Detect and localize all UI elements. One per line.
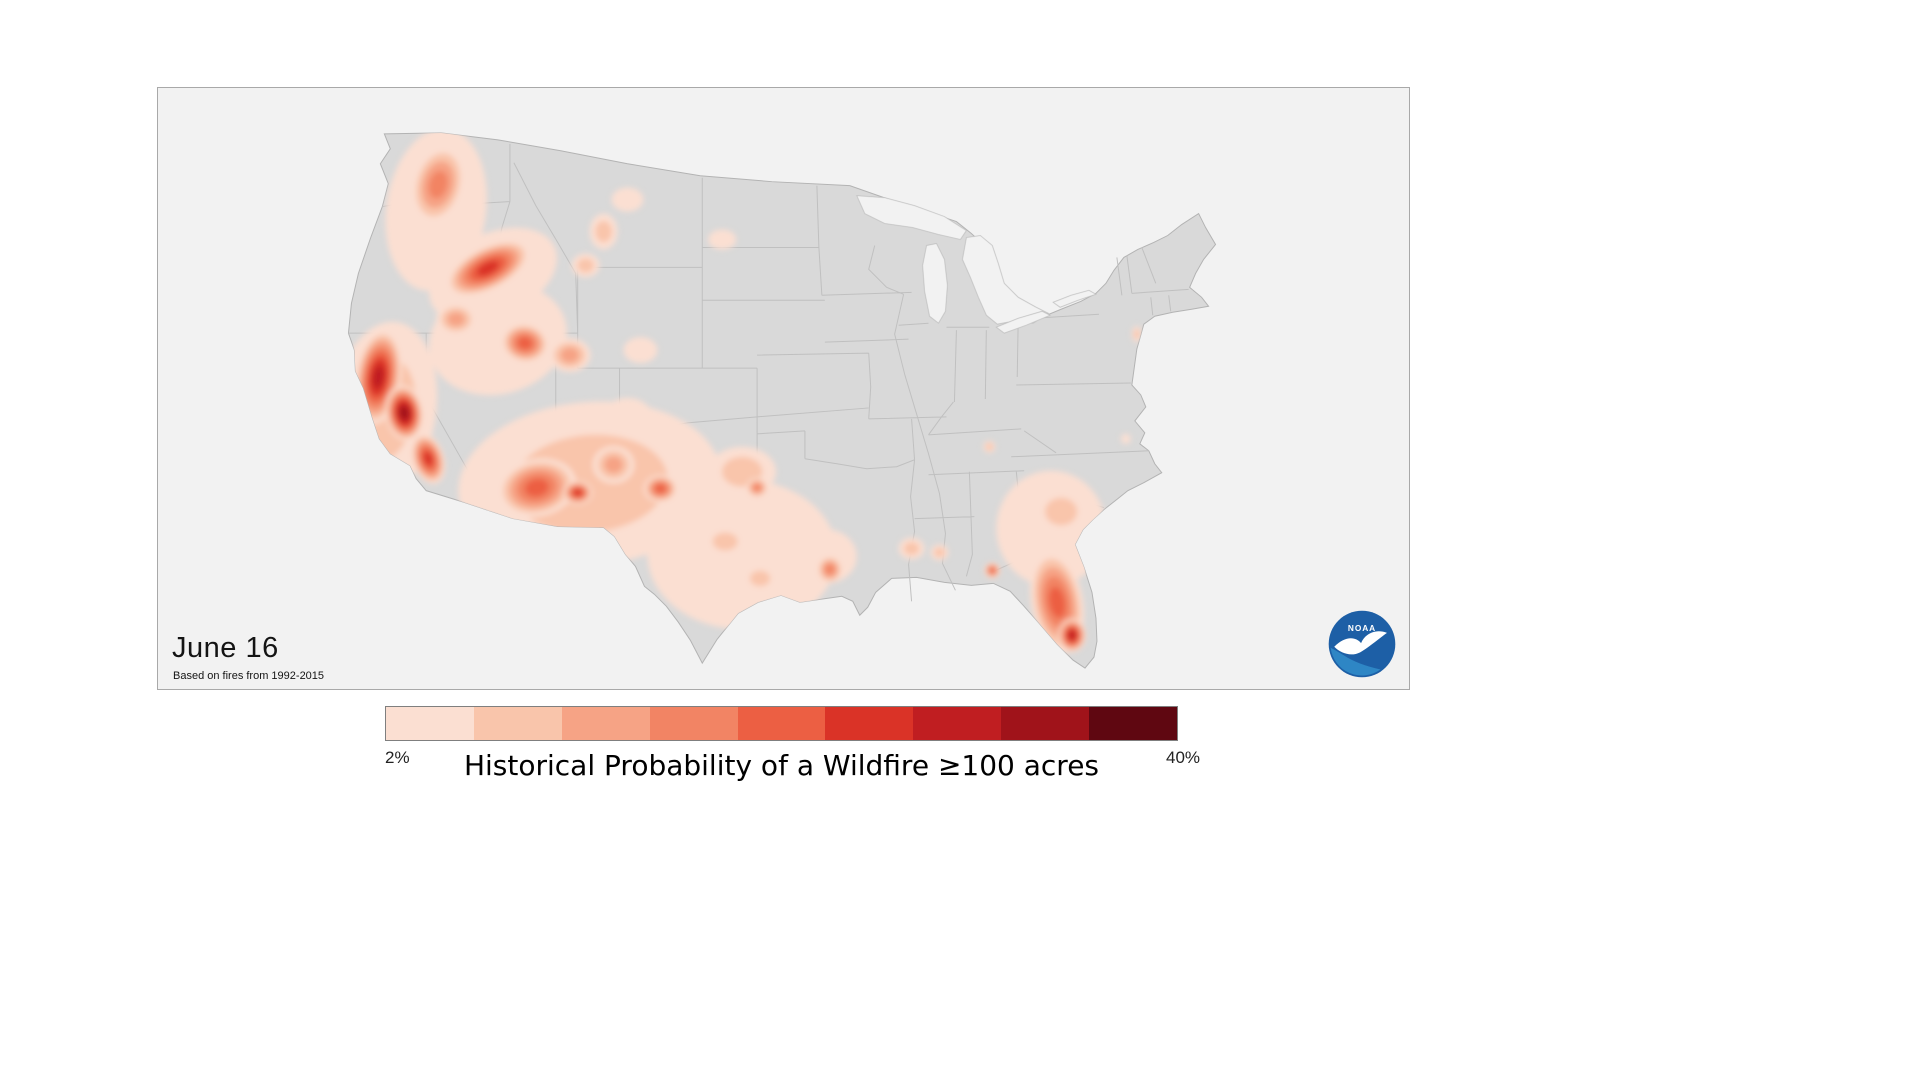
hotspot-florida-panhandle-dot — [984, 562, 1001, 579]
hotspot-arizona — [497, 458, 577, 518]
hotspot-montana-faint — [611, 187, 644, 212]
hotspot-southern-california — [411, 433, 446, 484]
source-note: Based on fires from 1992-2015 — [173, 670, 325, 682]
hotspot-louisiana — [816, 555, 843, 584]
hotspot-new-mexico-spot — [592, 445, 635, 484]
legend-color-step — [473, 707, 562, 740]
hotspot-arizona-newmexico-core — [562, 480, 593, 505]
legend-color-step — [825, 707, 914, 740]
legend-max-label: 40% — [1166, 748, 1201, 767]
hotspot-carolina-dot — [1120, 433, 1131, 444]
lake-erie — [995, 310, 1052, 334]
hotspot-idaho-spot — [589, 213, 618, 250]
us-probability-map — [347, 132, 1217, 669]
legend-color-step — [1089, 707, 1178, 740]
legend-color-step — [913, 707, 1002, 740]
hotspot-texas-hill-country — [704, 526, 747, 557]
legend-color-step — [737, 707, 826, 740]
hotspot-oklahoma-core — [746, 477, 769, 498]
hotspot-new-jersey-dot — [1131, 326, 1142, 343]
map-panel: June 16 Based on fires from 1992-2015 NO… — [157, 87, 1410, 690]
hotspot-florida-core — [1058, 618, 1086, 653]
hotspot-georgia — [1034, 488, 1088, 535]
date-label: June 16 — [172, 632, 279, 664]
legend-min-label: 2% — [385, 748, 410, 767]
noaa-logo-text: NOAA — [1348, 623, 1376, 633]
hotspot-sierra-nevada — [385, 385, 424, 441]
hotspot-washington-cascades — [411, 145, 466, 224]
lake-ontario — [1052, 289, 1097, 308]
hotspot-west-texas — [643, 474, 678, 503]
hotspot-nw-nevada — [436, 303, 477, 336]
lake-superior — [856, 195, 967, 240]
hotspot-se-oregon-idaho — [445, 239, 531, 297]
legend-color-step — [1001, 707, 1090, 740]
hotspot-utah — [548, 338, 591, 373]
noaa-logo-sea — [1330, 647, 1381, 676]
noaa-bird-icon — [1334, 631, 1387, 655]
legend-color-step — [649, 707, 738, 740]
hotspot-mississippi-coast — [898, 537, 925, 560]
legend-color-step — [561, 707, 650, 740]
hotspot-central-nevada — [501, 323, 549, 364]
legend-colorbar — [385, 706, 1178, 741]
hotspot-texas-gulf-spot — [743, 565, 778, 592]
hotspot-kentucky-dot — [983, 440, 996, 453]
hotspot-yellowstone — [571, 253, 600, 278]
noaa-logo: NOAA — [1328, 610, 1396, 678]
legend-title: Historical Probability of a Wildfire ≥10… — [463, 749, 1100, 782]
legend-color-step — [386, 707, 474, 740]
great-lakes — [856, 195, 1097, 334]
hotspot-minnesota-faint — [708, 229, 737, 250]
hotspot-colorado-front — [623, 337, 658, 364]
lake-michigan — [922, 243, 948, 324]
hotspot-alabama-coast — [930, 544, 949, 561]
